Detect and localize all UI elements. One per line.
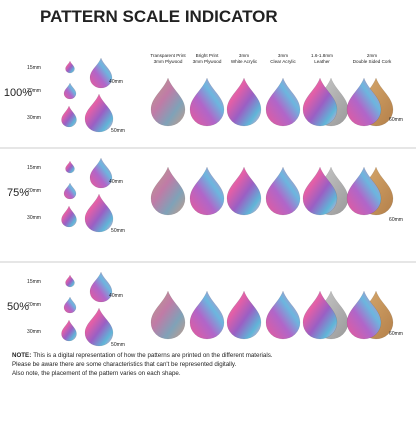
teardrop — [65, 274, 75, 288]
teardrop — [63, 296, 77, 314]
scale-label: 100% — [4, 87, 32, 99]
size-label: 20mm — [27, 302, 41, 308]
teardrop — [346, 77, 382, 127]
size-label: 50mm — [111, 228, 125, 234]
column-header: Bright Print — [196, 53, 219, 58]
teardrop — [65, 60, 75, 74]
size-label: 60mm — [389, 331, 403, 337]
size-label: 15mm — [27, 279, 41, 285]
teardrop — [89, 157, 113, 189]
teardrop — [63, 182, 77, 200]
teardrop — [61, 319, 77, 342]
size-label: 40mm — [109, 79, 123, 85]
size-label: 30mm — [27, 215, 41, 221]
teardrop — [265, 166, 301, 216]
teardrop — [265, 290, 301, 340]
size-label: 30mm — [27, 115, 41, 121]
teardrop — [226, 290, 262, 340]
teardrop — [302, 290, 338, 340]
size-label: 60mm — [389, 117, 403, 123]
size-label: 40mm — [109, 293, 123, 299]
column-header: White Acrylic — [231, 59, 258, 64]
teardrop — [84, 193, 114, 233]
column-header: 2mm — [367, 53, 377, 58]
size-label: 60mm — [389, 217, 403, 223]
scale-label: 75% — [7, 187, 29, 199]
teardrop — [84, 93, 114, 133]
teardrop — [89, 57, 113, 89]
teardrop — [302, 77, 338, 127]
teardrop — [226, 166, 262, 216]
scale-label: 50% — [7, 301, 29, 313]
note-line: Also note, the placement of the pattern … — [12, 370, 181, 377]
size-label: 20mm — [27, 88, 41, 94]
teardrop — [84, 307, 114, 347]
teardrop — [61, 205, 77, 228]
teardrop — [189, 77, 225, 127]
teardrop — [346, 166, 382, 216]
teardrop — [61, 105, 77, 128]
size-label: 20mm — [27, 188, 41, 194]
note: NOTE: This is a digital representation of… — [12, 352, 273, 359]
column-header: 3mm Plywood — [193, 59, 222, 64]
size-label: 50mm — [111, 342, 125, 348]
teardrop — [89, 271, 113, 303]
column-header: Clear Acrylic — [270, 59, 296, 64]
teardrop — [226, 77, 262, 127]
column-header: 3mm Plywood — [154, 59, 183, 64]
teardrop — [150, 290, 186, 340]
note-line: This is a digital representation of how … — [33, 352, 273, 359]
size-label: 15mm — [27, 65, 41, 71]
column-header: Double Sided Cork — [353, 59, 392, 64]
size-label: 40mm — [109, 179, 123, 185]
column-header: 1.6-1.8mm — [311, 53, 333, 58]
size-label: 50mm — [111, 128, 125, 134]
teardrop — [265, 77, 301, 127]
column-header: 3mm — [239, 53, 249, 58]
teardrop — [150, 77, 186, 127]
teardrop — [63, 82, 77, 100]
size-label: 15mm — [27, 165, 41, 171]
title: PATTERN SCALE INDICATOR — [40, 7, 278, 26]
teardrop — [65, 160, 75, 174]
teardrop — [150, 166, 186, 216]
size-label: 30mm — [27, 329, 41, 335]
note-label: NOTE: — [12, 352, 31, 359]
column-header: Leather — [314, 59, 330, 64]
column-header: Transparent Print — [150, 53, 186, 58]
teardrop — [346, 290, 382, 340]
column-header: 3mm — [278, 53, 288, 58]
teardrop — [189, 290, 225, 340]
teardrop — [302, 166, 338, 216]
teardrop — [189, 166, 225, 216]
note-line: Please be aware there are some character… — [12, 361, 237, 368]
